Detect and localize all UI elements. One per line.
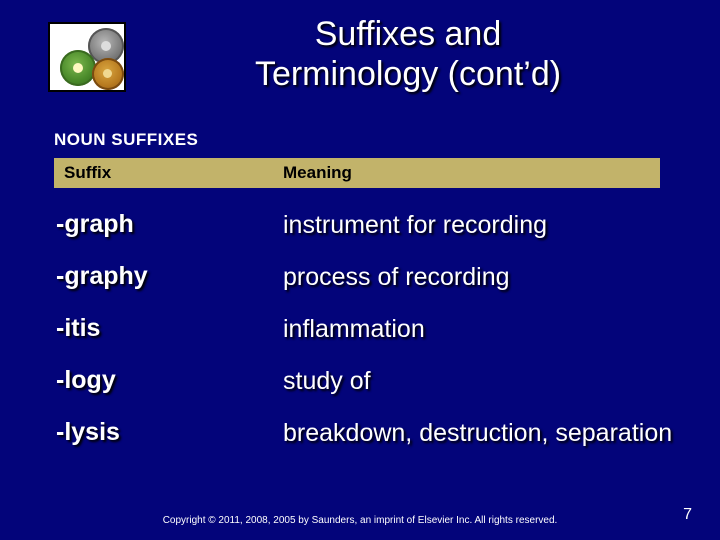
header-meaning: Meaning <box>279 163 352 183</box>
header-suffix: Suffix <box>54 163 279 183</box>
cell-suffix: -itis <box>54 314 279 343</box>
table-row: -graph instrument for recording <box>54 200 674 252</box>
slide-title: Suffixes and Terminology (cont’d) <box>148 14 668 94</box>
cell-meaning: inflammation <box>279 314 674 344</box>
gear-gold-icon <box>92 58 124 90</box>
slide: Suffixes and Terminology (cont’d) NOUN S… <box>0 0 720 540</box>
section-label: NOUN SUFFIXES <box>54 130 198 150</box>
table-row: -lysis breakdown, destruction, separatio… <box>54 408 674 460</box>
title-line-1: Suffixes and <box>315 15 502 53</box>
table-row: -logy study of <box>54 356 674 408</box>
copyright-footer: Copyright © 2011, 2008, 2005 by Saunders… <box>0 515 720 526</box>
gear-green-icon <box>60 50 96 86</box>
cell-meaning: process of recording <box>279 262 674 292</box>
cell-meaning: study of <box>279 366 674 396</box>
cell-suffix: -lysis <box>54 418 279 447</box>
title-line-2: Terminology (cont’d) <box>255 55 561 93</box>
cell-suffix: -logy <box>54 366 279 395</box>
table-header: Suffix Meaning <box>54 158 660 188</box>
table-row: -graphy process of recording <box>54 252 674 304</box>
gears-icon <box>48 22 126 92</box>
cell-meaning: instrument for recording <box>279 210 674 240</box>
table-row: -itis inflammation <box>54 304 674 356</box>
table-body: -graph instrument for recording -graphy … <box>54 200 674 460</box>
cell-meaning: breakdown, destruction, separation <box>279 418 674 448</box>
cell-suffix: -graphy <box>54 262 279 291</box>
page-number: 7 <box>683 506 692 524</box>
cell-suffix: -graph <box>54 210 279 239</box>
